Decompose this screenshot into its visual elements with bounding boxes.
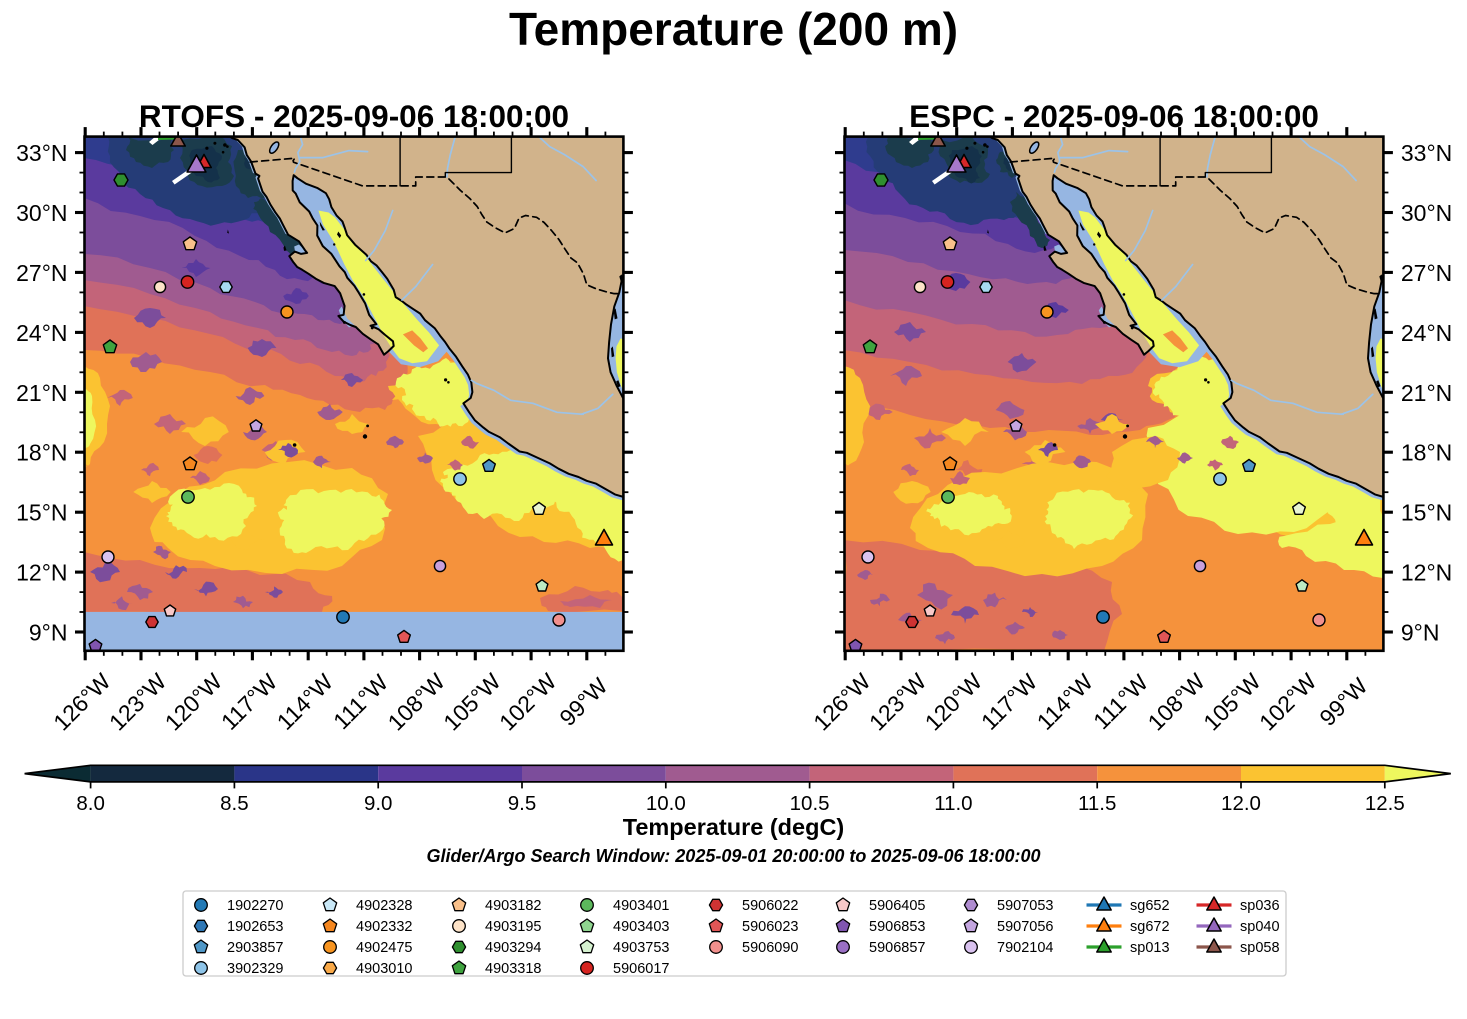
svg-text:4903403: 4903403 [613, 919, 669, 935]
svg-text:sp036: sp036 [1240, 898, 1280, 914]
svg-text:ESPC - 2025-09-06 18:00:00: ESPC - 2025-09-06 18:00:00 [909, 98, 1319, 134]
svg-text:5906090: 5906090 [742, 940, 798, 956]
svg-text:9°N: 9°N [1401, 620, 1440, 646]
svg-text:sp040: sp040 [1240, 919, 1280, 935]
svg-text:4902332: 4902332 [356, 919, 412, 935]
svg-text:4902475: 4902475 [356, 940, 412, 956]
svg-text:30°N: 30°N [16, 200, 67, 226]
svg-text:11.0: 11.0 [934, 792, 972, 815]
svg-text:10.5: 10.5 [790, 792, 830, 815]
svg-text:10.0: 10.0 [646, 792, 686, 815]
svg-text:15°N: 15°N [16, 500, 67, 526]
svg-text:24°N: 24°N [16, 320, 67, 346]
svg-text:RTOFS - 2025-09-06 18:00:00: RTOFS - 2025-09-06 18:00:00 [139, 98, 569, 134]
svg-text:4903318: 4903318 [485, 961, 541, 977]
svg-text:4903294: 4903294 [485, 940, 541, 956]
svg-text:4903195: 4903195 [485, 919, 541, 935]
svg-text:12°N: 12°N [1401, 560, 1452, 586]
svg-text:8.0: 8.0 [76, 792, 105, 815]
svg-text:12.5: 12.5 [1365, 792, 1405, 815]
svg-text:7902104: 7902104 [997, 940, 1053, 956]
svg-text:sg672: sg672 [1130, 919, 1170, 935]
svg-text:5906857: 5906857 [869, 940, 925, 956]
svg-text:21°N: 21°N [16, 380, 67, 406]
svg-text:Glider/Argo Search Window: 202: Glider/Argo Search Window: 2025-09-01 20… [426, 846, 1040, 866]
svg-text:15°N: 15°N [1401, 500, 1452, 526]
svg-text:5906853: 5906853 [869, 919, 925, 935]
svg-text:9.5: 9.5 [508, 792, 537, 815]
svg-text:9.0: 9.0 [364, 792, 393, 815]
svg-text:18°N: 18°N [1401, 440, 1452, 466]
svg-text:sp058: sp058 [1240, 940, 1280, 956]
svg-text:5907056: 5907056 [997, 919, 1053, 935]
svg-text:5906405: 5906405 [869, 898, 925, 914]
svg-text:33°N: 33°N [1401, 140, 1452, 166]
svg-text:Temperature (200 m): Temperature (200 m) [509, 3, 958, 55]
svg-text:8.5: 8.5 [220, 792, 249, 815]
svg-text:27°N: 27°N [16, 260, 67, 286]
svg-text:Temperature (degC): Temperature (degC) [623, 814, 845, 840]
svg-text:33°N: 33°N [16, 140, 67, 166]
svg-text:4903401: 4903401 [613, 898, 669, 914]
svg-text:3902329: 3902329 [227, 961, 283, 977]
svg-text:27°N: 27°N [1401, 260, 1452, 286]
svg-text:30°N: 30°N [1401, 200, 1452, 226]
svg-text:11.5: 11.5 [1078, 792, 1116, 815]
svg-text:5906023: 5906023 [742, 919, 798, 935]
svg-text:5907053: 5907053 [997, 898, 1053, 914]
svg-text:sg652: sg652 [1130, 898, 1170, 914]
svg-text:4903753: 4903753 [613, 940, 669, 956]
svg-text:sp013: sp013 [1130, 940, 1170, 956]
svg-text:4902328: 4902328 [356, 898, 412, 914]
svg-text:12.0: 12.0 [1221, 792, 1261, 815]
svg-text:18°N: 18°N [16, 440, 67, 466]
svg-text:5906017: 5906017 [613, 961, 669, 977]
svg-text:2903857: 2903857 [227, 940, 283, 956]
svg-text:4903010: 4903010 [356, 961, 412, 977]
svg-text:4903182: 4903182 [485, 898, 541, 914]
svg-text:5906022: 5906022 [742, 898, 798, 914]
svg-text:1902270: 1902270 [227, 898, 283, 914]
svg-text:12°N: 12°N [16, 560, 67, 586]
svg-text:21°N: 21°N [1401, 380, 1452, 406]
svg-text:1902653: 1902653 [227, 919, 283, 935]
svg-text:24°N: 24°N [1401, 320, 1452, 346]
svg-text:9°N: 9°N [29, 620, 68, 646]
